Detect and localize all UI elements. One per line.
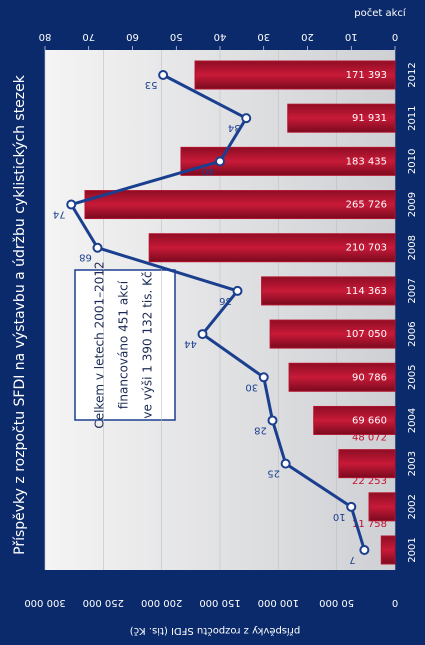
line-value-label: 25 <box>267 468 280 479</box>
x-tick-label: 2001 <box>407 537 418 562</box>
bar <box>194 60 396 90</box>
bar-value-label: 11 758 <box>352 519 387 530</box>
line-point <box>359 545 370 555</box>
y-tick-label: 150 000 <box>199 597 240 608</box>
y2-tick-label: 80 <box>39 31 52 42</box>
line-point <box>258 372 269 383</box>
line-point <box>215 156 225 167</box>
bar-value-label: 69 660 <box>352 415 387 426</box>
x-tick-label: 2007 <box>407 278 418 303</box>
y-tick-label: 50 000 <box>319 597 354 608</box>
annotation: financováno 451 akcí <box>117 280 131 409</box>
y2-tick-label: 30 <box>257 31 270 42</box>
x-tick-label: 2009 <box>407 192 418 217</box>
bar <box>313 405 396 435</box>
annotation: Celkem v letech 2001–2012 <box>93 261 107 428</box>
bar <box>287 103 396 133</box>
y2-tick-label: 70 <box>82 31 95 42</box>
y-tick-label: 250 000 <box>83 597 124 608</box>
annotation: ve výši 1 390 132 tis. Kč <box>141 271 155 418</box>
line-value-label: 28 <box>254 424 267 435</box>
line-point <box>158 70 169 80</box>
line-value-label: 68 <box>79 252 92 263</box>
line-point <box>267 415 278 426</box>
x-tick-label: 2003 <box>407 451 418 476</box>
bar-value-label: 107 050 <box>346 329 387 340</box>
line-point <box>232 285 243 296</box>
y2-tick-label: 0 <box>392 31 398 42</box>
y-tick-label: 200 000 <box>141 597 182 608</box>
bar-value-label: 265 726 <box>346 200 387 211</box>
bar-value-label: 114 363 <box>346 286 387 297</box>
line-value-label: 36 <box>219 295 232 306</box>
x-tick-label: 2011 <box>407 105 418 130</box>
line-value-label: 74 <box>53 209 66 220</box>
y2-axis-label: počet akcí <box>354 7 407 19</box>
bar <box>269 319 396 349</box>
rotated-chart: Příspěvky z rozpočtu SFDI na výstavbu a … <box>12 7 418 637</box>
line-value-label: 53 <box>145 79 158 90</box>
bar <box>368 492 396 522</box>
line-point <box>66 199 77 210</box>
line-point <box>197 329 208 340</box>
y-tick-label: 100 000 <box>258 597 299 608</box>
bar <box>261 276 396 306</box>
line-value-label: 7 <box>349 554 355 565</box>
x-tick-label: 2010 <box>407 149 418 174</box>
bar <box>148 233 396 263</box>
line <box>68 73 366 551</box>
x-tick-label: 2004 <box>407 408 418 433</box>
bar <box>288 362 396 392</box>
chart-title: Příspěvky z rozpočtu SFDI na výstavbu a … <box>12 74 28 555</box>
y-tick-label: 0 <box>392 597 398 608</box>
x-tick-label: 2008 <box>407 235 418 260</box>
bar-value-label: 210 703 <box>346 243 387 254</box>
line-point <box>241 113 252 124</box>
line-point <box>346 501 357 512</box>
line-point <box>280 458 291 469</box>
annotation-box <box>74 269 176 421</box>
bar <box>338 449 396 479</box>
bar <box>84 190 396 220</box>
line-value-label: 10 <box>333 511 346 522</box>
y2-tick-label: 50 <box>170 31 183 42</box>
line-value-label: 44 <box>184 338 197 349</box>
line-value-label: 34 <box>228 122 241 133</box>
y-axis-label: příspěvky z rozpočtu SFDI (tis. Kč) <box>130 625 301 637</box>
y2-tick-label: 20 <box>301 31 314 42</box>
bar-value-label: 91 931 <box>352 113 387 124</box>
x-tick-label: 2012 <box>407 62 418 87</box>
bar-value-label: 48 072 <box>352 433 387 444</box>
y2-tick-label: 60 <box>126 31 139 42</box>
bar-value-label: 171 393 <box>346 70 387 81</box>
bar-value-label: 183 435 <box>346 156 387 167</box>
x-tick-label: 2006 <box>407 321 418 346</box>
x-tick-label: 2005 <box>407 365 418 390</box>
y2-tick-label: 10 <box>345 31 358 42</box>
y2-tick-label: 40 <box>214 31 227 42</box>
line-value-label: 40 <box>202 165 215 176</box>
line-point <box>92 242 103 253</box>
bar <box>180 146 396 176</box>
y-tick-label: 300 000 <box>24 597 65 608</box>
bar <box>380 535 396 565</box>
line-value-label: 30 <box>245 381 258 392</box>
bar-value-label: 22 253 <box>352 476 387 487</box>
x-tick-label: 2002 <box>407 494 418 519</box>
bar-value-label: 90 786 <box>352 372 387 383</box>
